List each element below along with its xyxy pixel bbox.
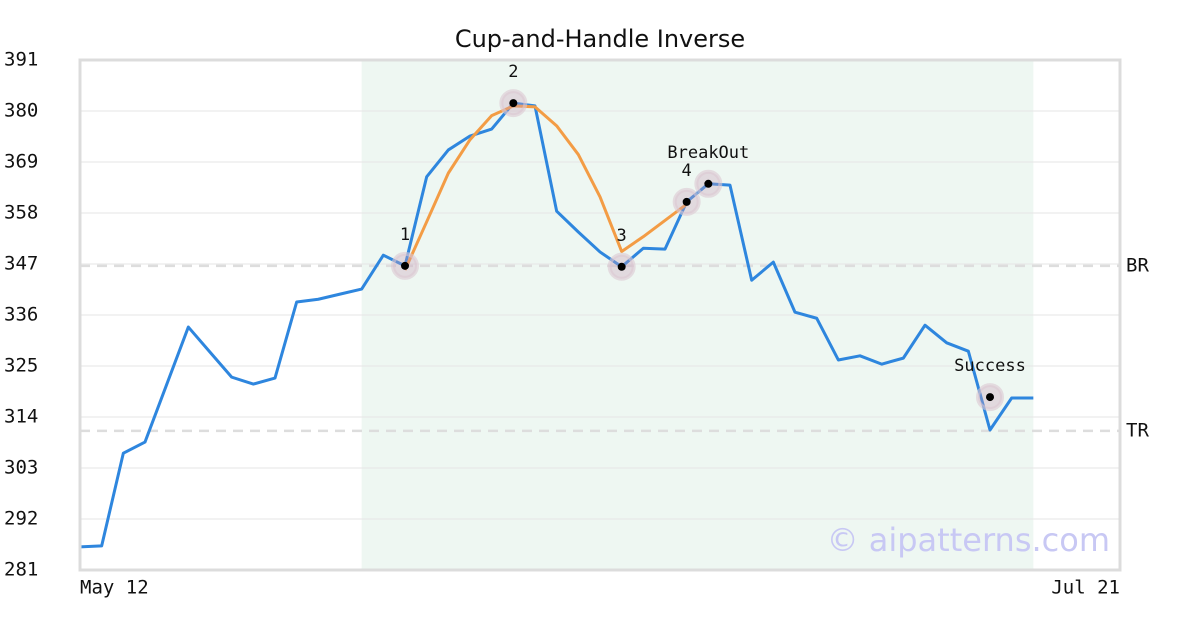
chart-title: Cup-and-Handle Inverse [455,25,745,53]
marker-dot [704,179,713,188]
series-line [403,104,688,271]
marker-label: 1 [400,225,410,245]
y-tick-label: 358 [4,202,38,224]
series-line [79,101,1034,549]
marker-dot [401,261,409,270]
level-label: BR [1126,254,1149,276]
y-tick-label: 281 [4,559,38,581]
watermark: © aipatterns.com [827,521,1110,559]
y-tick-label: 314 [4,406,38,428]
marker-label: BreakOut [667,143,749,163]
marker-label: 4 [682,161,692,181]
y-tick-label: 347 [4,253,38,275]
y-tick-label: 303 [4,457,38,479]
y-tick-label: 325 [4,355,38,377]
marker-label: Success [954,356,1026,376]
x-tick-label: May 12 [80,577,149,599]
marker-dot [617,262,626,271]
level-label: TR [1126,419,1149,441]
y-tick-label: 336 [4,304,38,326]
y-tick-label: 380 [4,100,38,122]
marker-label: 3 [617,226,627,246]
marker-label: 2 [508,62,518,82]
marker-dot [682,197,691,206]
x-tick-label: Jul 21 [1051,577,1120,599]
marker-dot [986,393,994,402]
y-tick-label: 292 [4,508,38,530]
marker-dot [509,99,518,108]
y-tick-label: 369 [4,151,38,173]
plot-frame [78,58,1122,572]
y-tick-label: 391 [4,49,38,71]
